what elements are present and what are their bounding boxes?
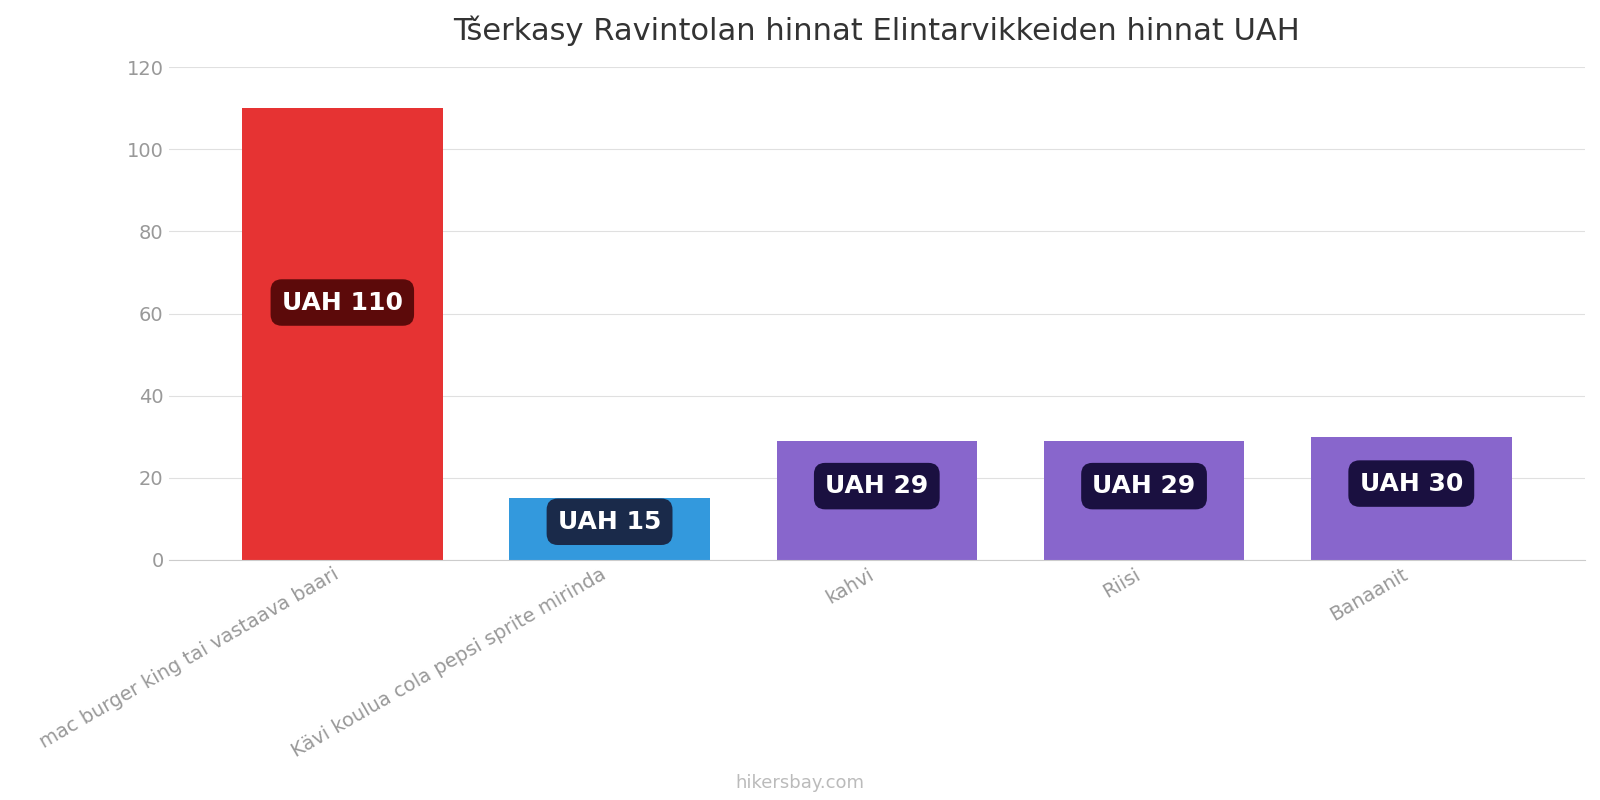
Bar [776,441,978,560]
Bar [242,108,443,560]
Bar [509,498,710,560]
Bar [1310,437,1512,560]
Text: UAH 29: UAH 29 [826,474,928,498]
Title: Tšerkasy Ravintolan hinnat Elintarvikkeiden hinnat UAH: Tšerkasy Ravintolan hinnat Elintarvikkei… [453,15,1301,46]
Text: UAH 30: UAH 30 [1360,471,1462,495]
Text: UAH 110: UAH 110 [282,290,403,314]
Text: UAH 29: UAH 29 [1093,474,1195,498]
Text: UAH 15: UAH 15 [558,510,661,534]
Text: hikersbay.com: hikersbay.com [736,774,864,792]
Bar [1043,441,1245,560]
